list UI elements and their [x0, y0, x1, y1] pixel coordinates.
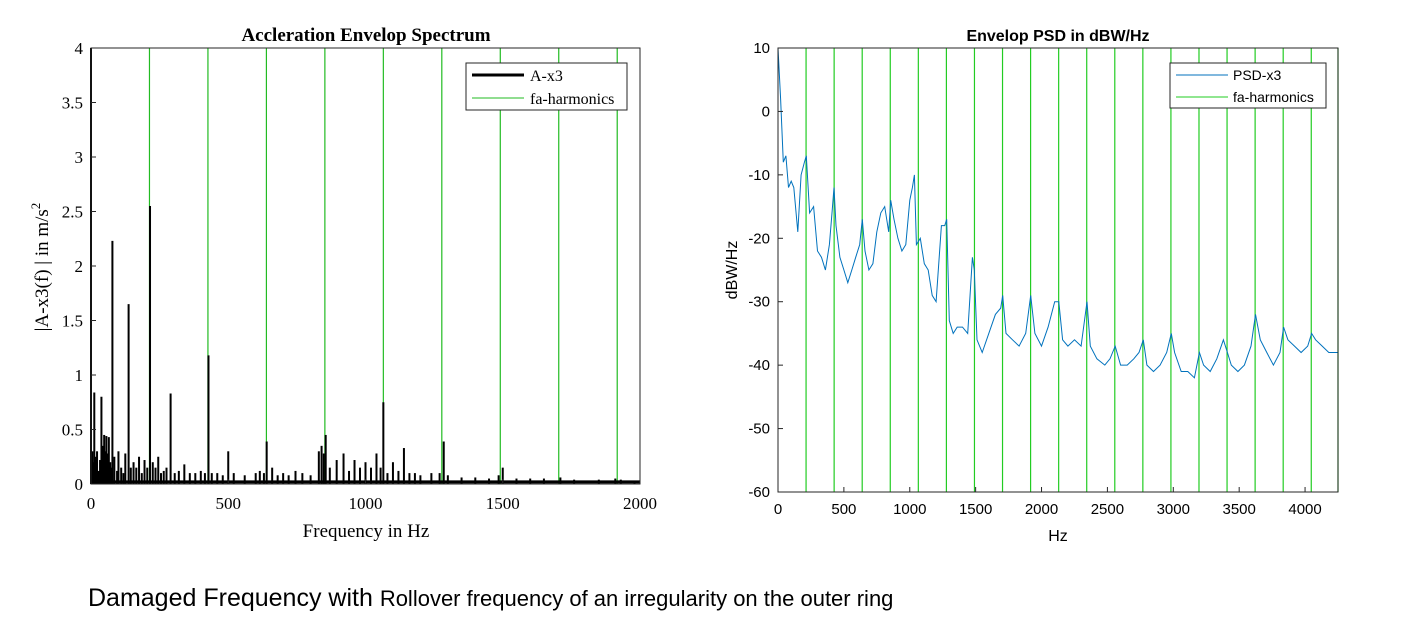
chart2-legend-box: [1169, 62, 1327, 109]
figure-caption: Damaged Frequency with Rollover frequenc…: [88, 584, 893, 613]
chart2-y-tick-label: 10: [753, 40, 770, 57]
chart2-plot-frame: [777, 47, 1339, 493]
chart2-legend-label-psd: PSD-x3: [1233, 67, 1281, 83]
chart2-x-tick-label: 1000: [893, 501, 926, 518]
chart1-y-tick-label: 1.5: [62, 312, 83, 331]
chart2-title: Envelop PSD in dBW/Hz: [966, 28, 1149, 45]
chart1-x-tick-label: 1500: [486, 494, 520, 513]
caption-part-2: Rollover frequency of an irregularity on…: [379, 586, 894, 611]
chart2-legend-label-harmonics: fa-harmonics: [1233, 89, 1314, 105]
chart1-legend-box: [465, 62, 628, 111]
svg-text:|A-x3(f) | in m/s2: |A-x3(f) | in m/s2: [28, 203, 53, 332]
chart1-x-tick-label: 0: [87, 494, 96, 513]
chart1-x-tick-label: 1000: [349, 494, 383, 513]
chart1-y-axis-label: |A-x3(f) | in m/s2: [28, 203, 53, 332]
chart1-y-tick-label: 0: [75, 475, 84, 494]
chart1-y-tick-label: 1: [75, 366, 84, 385]
chart2-x-tick-label: 3000: [1157, 501, 1190, 518]
chart1-legend-label-harmonics: fa-harmonics: [530, 91, 614, 108]
chart1-legend-label-a-x3: A-x3: [530, 68, 563, 85]
chart1-title: Accleration Envelop Spectrum: [241, 25, 490, 46]
chart2-y-tick-label: -50: [748, 421, 770, 438]
caption-part-1: Damaged Frequency with: [88, 584, 380, 612]
chart2-x-tick-label: 500: [831, 501, 856, 518]
chart1-x-axis-label: Frequency in Hz: [303, 521, 430, 542]
chart1-x-tick-label: 2000: [623, 494, 657, 513]
chart2-x-axis-label: Hz: [1048, 528, 1068, 545]
chart1-y-tick-label: 3: [75, 148, 84, 167]
chart2-x-tick-label: 1500: [959, 501, 992, 518]
chart2-legend: PSD-x3 fa-harmonics: [1169, 62, 1327, 109]
chart2-y-tick-label: -10: [748, 167, 770, 184]
chart2-y-axis-label: dBW/Hz: [724, 241, 741, 300]
chart1-y-tick-label: 2.5: [62, 203, 83, 222]
chart2-y-tick-label: 0: [762, 103, 770, 120]
chart1-x-tick-label: 500: [216, 494, 242, 513]
chart2-y-tick-label: -40: [748, 357, 770, 374]
chart2-x-tick-label: 0: [774, 501, 782, 518]
chart2-y-tick-label: -60: [748, 484, 770, 501]
chart2-x-tick-label: 2500: [1091, 501, 1124, 518]
chart1-y-tick-label: 4: [75, 39, 84, 58]
chart1-y-tick-label: 0.5: [62, 421, 83, 440]
chart2-psd-line: [777, 47, 1338, 379]
chart2-y-tick-label: -30: [748, 294, 770, 311]
chart2-y-tick-label: -20: [748, 230, 770, 247]
chart2-x-tick-label: 2000: [1025, 501, 1058, 518]
chart2-x-tick-label: 3500: [1222, 501, 1255, 518]
chart1-legend: A-x3 fa-harmonics: [465, 62, 628, 111]
acceleration-envelope-spectrum-chart: Accleration Envelop Spectrum 0 500 1000 150…: [28, 25, 657, 542]
chart1-y-tick-label: 3.5: [62, 94, 83, 113]
chart2-x-tick-label: 4000: [1288, 501, 1321, 518]
chart1-y-tick-label: 2: [75, 257, 84, 276]
chart1-plot-frame: [90, 47, 641, 485]
envelope-psd-chart: Envelop PSD in dBW/Hz 0 500 1000 1500 2000 25…: [724, 28, 1339, 545]
